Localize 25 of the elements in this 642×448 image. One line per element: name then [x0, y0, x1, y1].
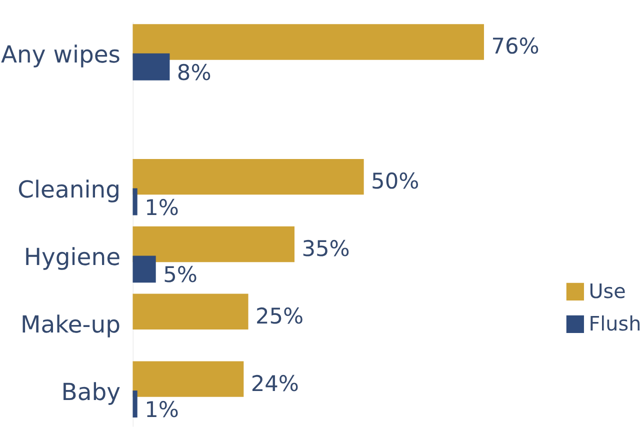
y-tick-label: Cleaning: [18, 176, 121, 204]
data-label: 1%: [144, 398, 179, 424]
bar: [132, 361, 244, 397]
y-tick-label: Any wipes: [0, 40, 121, 69]
y-tick-label: Baby: [61, 378, 121, 406]
bar: [132, 390, 138, 418]
bar: [132, 188, 138, 216]
data-label: 5%: [163, 263, 198, 288]
bar: [132, 256, 156, 283]
y-tick-label: Hygiene: [24, 242, 121, 271]
data-label: 8%: [176, 60, 212, 86]
bar: [132, 53, 170, 80]
bar: [132, 294, 248, 330]
data-label: 1%: [144, 196, 179, 221]
legend-label: Use: [588, 280, 626, 304]
bar: [132, 158, 364, 195]
data-label: 50%: [371, 170, 420, 195]
data-label: 24%: [250, 372, 300, 397]
y-tick-label: Make-up: [20, 310, 121, 338]
data-label: 25%: [256, 304, 304, 330]
bar: [132, 24, 484, 60]
legend-label: Flush: [588, 312, 642, 336]
data-label: 35%: [302, 236, 350, 262]
bar: [132, 226, 294, 262]
data-label: 76%: [491, 34, 540, 60]
